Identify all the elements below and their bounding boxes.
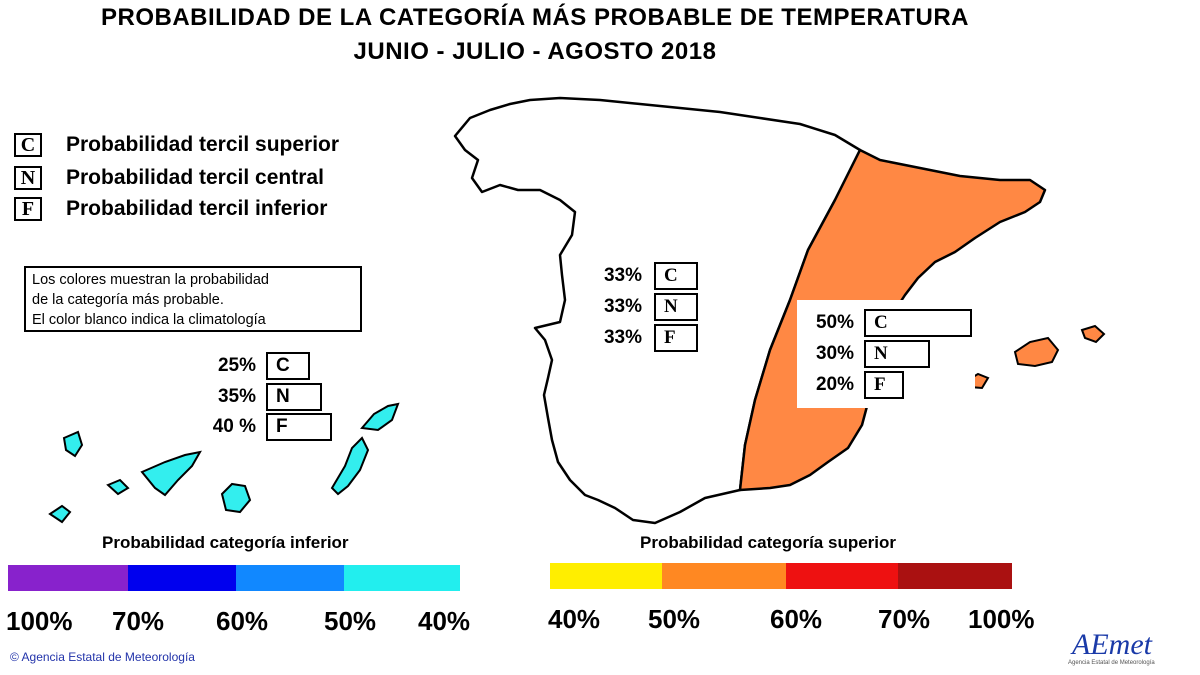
scale-superior-bar <box>550 563 1012 589</box>
scale-superior-tick-3: 60% <box>770 604 823 634</box>
scale-superior-segment-1 <box>550 563 662 589</box>
color-note-box: Los colores muestran la probabilidad de … <box>24 266 362 332</box>
scale-inferior-bar <box>8 565 460 591</box>
west-pct-n: 33% <box>603 296 642 317</box>
map-subtitle: JUNIO - JULIO - AGOSTO 2018 <box>353 38 717 65</box>
canarias-bar-n: N <box>266 383 322 411</box>
legend-item-f: F Probabilidad tercil inferior <box>14 194 327 224</box>
scale-inferior-tick-5: 40% <box>418 606 471 636</box>
west-bar-f: F <box>654 324 698 352</box>
canarias-pct-n: 35% <box>217 386 256 407</box>
menorca-island <box>1080 324 1106 344</box>
aemet-logo: AEmet <box>1072 628 1152 661</box>
scale-superior-segment-2 <box>662 563 786 589</box>
scale-superior-segment-3 <box>786 563 898 589</box>
scale-inferior-tick-4: 50% <box>324 606 377 636</box>
canarias-bar-f: F <box>266 413 332 441</box>
scale-superior-segment-4 <box>898 563 1012 589</box>
west-pct-f: 33% <box>603 327 642 348</box>
west-pct-c: 33% <box>603 265 642 286</box>
canarias-pct-c: 25% <box>217 355 256 376</box>
el-hierro-island <box>48 504 72 524</box>
east-bar-f: F <box>864 371 904 399</box>
lanzarote-island <box>360 402 400 432</box>
gran-canaria-island <box>220 482 252 514</box>
legend-label-f: Probabilidad tercil inferior <box>66 197 328 220</box>
west-bar-n: N <box>654 293 698 321</box>
scale-inferior-tick-3: 60% <box>216 606 269 636</box>
scale-inferior-segment-3 <box>236 565 344 591</box>
scale-superior-tick-1: 40% <box>548 604 601 634</box>
legend-label-c: Probabilidad tercil superior <box>66 133 340 156</box>
east-pct-f: 20% <box>815 374 854 395</box>
legend-item-n: N Probabilidad tercil central <box>14 163 324 193</box>
east-pct-n: 30% <box>815 343 854 364</box>
east-bar-n: N <box>864 340 930 368</box>
scale-superior-tick-4: 70% <box>878 604 931 634</box>
scale-superior-tick-2: 50% <box>648 604 701 634</box>
note-line-3: El color blanco indica la climatología <box>32 312 266 328</box>
fuerteventura-island <box>330 436 370 496</box>
canarias-pct-f: 40 % <box>212 416 256 437</box>
scale-inferior-segment-2 <box>128 565 236 591</box>
map-title: PROBABILIDAD DE LA CATEGORÍA MÁS PROBABL… <box>101 4 969 31</box>
scale-inferior-segment-1 <box>8 565 128 591</box>
legend-symbol-f: F <box>14 197 42 221</box>
scale-inferior-segment-4 <box>344 565 460 591</box>
tenerife-island <box>140 450 202 497</box>
mallorca-island <box>1013 336 1060 368</box>
scale-inferior-label: Probabilidad categoría inferior <box>102 533 349 552</box>
scale-inferior-tick-1: 100% <box>6 606 73 636</box>
east-bar-c: C <box>864 309 972 337</box>
agency-credit: © Agencia Estatal de Meteorología <box>10 650 195 664</box>
west-bar-c: C <box>654 262 698 290</box>
canarias-bar-c: C <box>266 352 310 380</box>
east-pct-c: 50% <box>815 312 854 333</box>
note-line-2: de la categoría más probable. <box>32 292 224 308</box>
note-line-1: Los colores muestran la probabilidad <box>32 272 269 288</box>
la-palma-island <box>62 430 84 458</box>
scale-superior-label: Probabilidad categoría superior <box>640 533 897 552</box>
la-gomera-island <box>106 478 130 496</box>
legend-label-n: Probabilidad tercil central <box>66 166 324 189</box>
scale-superior-tick-5: 100% <box>968 604 1035 634</box>
legend-symbol-c: C <box>14 133 42 157</box>
scale-inferior-tick-2: 70% <box>112 606 165 636</box>
aemet-logo-subtitle: Agencia Estatal de Meteorología <box>1068 660 1155 666</box>
legend-item-c: C Probabilidad tercil superior <box>14 130 339 160</box>
legend-symbol-n: N <box>14 166 42 190</box>
